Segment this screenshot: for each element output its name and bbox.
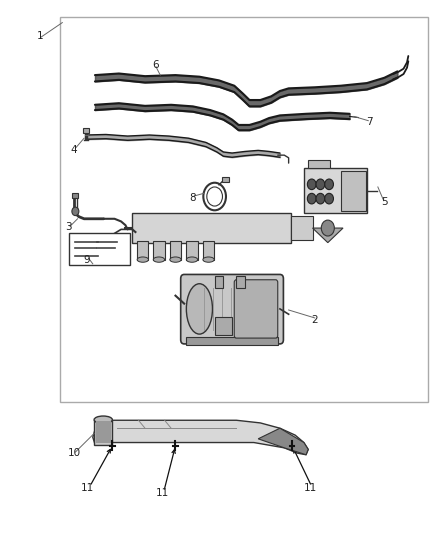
Text: 10: 10 — [68, 448, 81, 458]
Bar — [223, 177, 229, 182]
Circle shape — [72, 207, 79, 216]
Text: 11: 11 — [156, 488, 169, 498]
Text: 6: 6 — [152, 60, 159, 70]
Polygon shape — [313, 228, 343, 243]
Ellipse shape — [186, 284, 212, 334]
Bar — [215, 276, 223, 288]
Bar — [186, 337, 278, 345]
FancyBboxPatch shape — [181, 274, 283, 344]
Text: 7: 7 — [366, 117, 372, 127]
Ellipse shape — [137, 257, 148, 262]
Bar — [132, 214, 291, 243]
Circle shape — [307, 193, 316, 204]
Bar — [341, 171, 366, 211]
Bar — [291, 216, 313, 240]
Bar — [186, 241, 198, 260]
Bar — [203, 241, 214, 260]
Text: 2: 2 — [311, 314, 318, 325]
Bar — [308, 160, 330, 168]
Text: 11: 11 — [81, 483, 94, 493]
Bar — [153, 241, 165, 260]
Circle shape — [321, 220, 334, 236]
Bar — [237, 276, 245, 288]
Ellipse shape — [94, 416, 113, 423]
Circle shape — [325, 193, 333, 204]
Polygon shape — [93, 420, 308, 455]
Bar — [72, 193, 78, 198]
Circle shape — [325, 179, 333, 190]
Circle shape — [316, 179, 325, 190]
Bar — [170, 241, 181, 260]
Bar — [215, 317, 232, 335]
Bar — [83, 127, 89, 133]
Text: 4: 4 — [71, 145, 78, 155]
Bar — [137, 241, 148, 260]
Ellipse shape — [170, 257, 181, 262]
Bar — [94, 419, 113, 445]
Text: 9: 9 — [83, 255, 89, 264]
Bar — [60, 17, 428, 402]
Bar — [96, 421, 111, 442]
Text: 1: 1 — [37, 31, 44, 41]
Text: 11: 11 — [304, 483, 317, 493]
Ellipse shape — [203, 257, 214, 262]
Polygon shape — [258, 428, 308, 455]
Bar — [304, 168, 367, 214]
Ellipse shape — [186, 257, 198, 262]
Bar — [69, 233, 130, 265]
Text: 8: 8 — [190, 192, 196, 203]
Text: 5: 5 — [381, 197, 388, 207]
Text: 3: 3 — [66, 222, 72, 232]
Ellipse shape — [153, 257, 165, 262]
FancyBboxPatch shape — [234, 280, 278, 338]
Circle shape — [316, 193, 325, 204]
Circle shape — [307, 179, 316, 190]
